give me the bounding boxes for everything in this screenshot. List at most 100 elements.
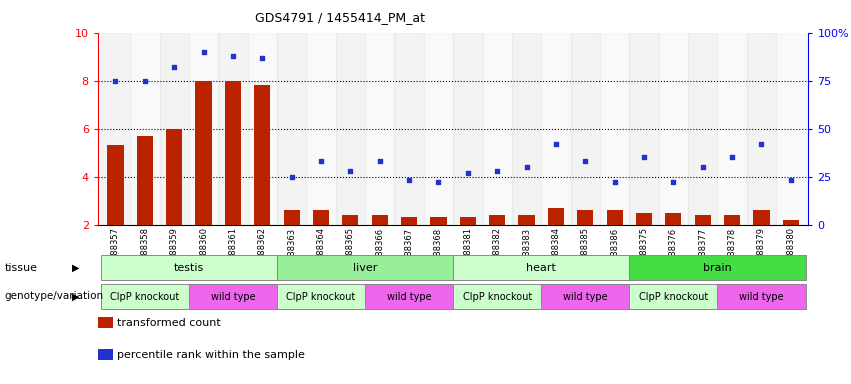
Bar xyxy=(541,33,571,225)
Text: brain: brain xyxy=(703,263,732,273)
Bar xyxy=(100,33,130,225)
Point xyxy=(226,53,240,59)
Bar xyxy=(107,146,123,225)
Point xyxy=(138,78,151,84)
Bar xyxy=(189,284,277,309)
Text: ▶: ▶ xyxy=(71,291,79,301)
Text: liver: liver xyxy=(353,263,377,273)
Bar xyxy=(724,215,740,225)
Point xyxy=(579,158,592,164)
Bar xyxy=(636,213,652,225)
Text: ClpP knockout: ClpP knockout xyxy=(463,291,532,302)
Bar xyxy=(453,255,630,280)
Bar xyxy=(335,33,365,225)
Bar xyxy=(630,255,806,280)
Point xyxy=(431,179,445,185)
Text: GDS4791 / 1455414_PM_at: GDS4791 / 1455414_PM_at xyxy=(255,12,426,25)
Bar xyxy=(717,33,747,225)
Bar xyxy=(460,217,476,225)
Point xyxy=(784,177,797,184)
Bar xyxy=(166,129,182,225)
Point xyxy=(197,49,210,55)
Point xyxy=(637,154,651,161)
Point xyxy=(608,179,621,185)
Point xyxy=(490,168,504,174)
Text: ClpP knockout: ClpP knockout xyxy=(639,291,708,302)
Bar xyxy=(783,220,799,225)
Bar xyxy=(254,86,271,225)
Text: ▶: ▶ xyxy=(71,263,79,273)
Bar xyxy=(717,284,806,309)
Point xyxy=(314,158,328,164)
Bar xyxy=(365,33,394,225)
Point xyxy=(373,158,386,164)
Text: tissue: tissue xyxy=(4,263,37,273)
Point xyxy=(755,141,768,147)
Point xyxy=(520,164,534,170)
Point xyxy=(403,177,416,184)
Point xyxy=(285,174,299,180)
Bar xyxy=(424,33,453,225)
Point xyxy=(109,78,123,84)
Bar xyxy=(100,255,277,280)
Bar xyxy=(248,33,277,225)
Bar xyxy=(483,33,512,225)
Bar xyxy=(571,33,600,225)
Text: wild type: wild type xyxy=(387,291,431,302)
Bar xyxy=(196,81,212,225)
Bar xyxy=(277,255,453,280)
Bar xyxy=(372,215,388,225)
Point xyxy=(344,168,357,174)
Bar xyxy=(630,284,717,309)
Bar xyxy=(137,136,153,225)
Bar xyxy=(431,217,447,225)
Bar xyxy=(342,215,358,225)
Bar xyxy=(489,215,505,225)
Bar xyxy=(277,33,306,225)
Bar xyxy=(189,33,218,225)
Point xyxy=(549,141,563,147)
Bar xyxy=(577,210,593,225)
Text: percentile rank within the sample: percentile rank within the sample xyxy=(117,350,306,360)
Bar xyxy=(313,210,329,225)
Text: heart: heart xyxy=(526,263,557,273)
Bar xyxy=(283,210,300,225)
Bar xyxy=(541,284,630,309)
Bar xyxy=(453,33,483,225)
Point xyxy=(168,64,181,70)
Point xyxy=(725,154,739,161)
Bar xyxy=(394,33,424,225)
Text: wild type: wild type xyxy=(210,291,255,302)
Bar xyxy=(218,33,248,225)
Bar xyxy=(365,284,453,309)
Bar xyxy=(225,81,241,225)
Bar xyxy=(659,33,688,225)
Bar xyxy=(277,284,365,309)
Bar xyxy=(401,217,417,225)
Text: wild type: wild type xyxy=(563,291,608,302)
Bar xyxy=(518,215,534,225)
Bar xyxy=(159,33,189,225)
Text: ClpP knockout: ClpP knockout xyxy=(287,291,356,302)
Bar xyxy=(688,33,717,225)
Bar xyxy=(548,208,564,225)
Text: transformed count: transformed count xyxy=(117,318,221,328)
Bar xyxy=(306,33,335,225)
Bar xyxy=(607,210,623,225)
Bar xyxy=(747,33,776,225)
Text: genotype/variation: genotype/variation xyxy=(4,291,103,301)
Bar xyxy=(776,33,806,225)
Bar xyxy=(694,215,711,225)
Text: ClpP knockout: ClpP knockout xyxy=(111,291,180,302)
Point xyxy=(461,170,475,176)
Text: testis: testis xyxy=(174,263,204,273)
Bar xyxy=(600,33,630,225)
Bar xyxy=(665,213,682,225)
Text: wild type: wild type xyxy=(740,291,784,302)
Point xyxy=(255,55,269,61)
Bar xyxy=(753,210,769,225)
Bar xyxy=(512,33,541,225)
Bar xyxy=(100,284,189,309)
Bar xyxy=(630,33,659,225)
Point xyxy=(696,164,710,170)
